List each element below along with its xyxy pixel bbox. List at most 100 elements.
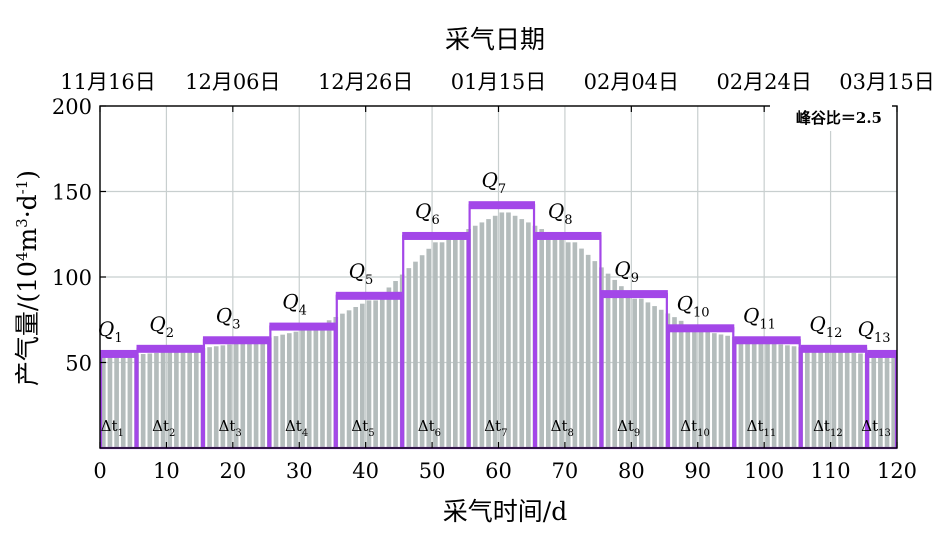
daily-bar (486, 219, 491, 448)
daily-bar (247, 342, 252, 448)
dt-text: Δt (747, 417, 764, 435)
x-tick-label: 10 (153, 459, 180, 483)
daily-bar (280, 334, 285, 448)
daily-bar (366, 300, 372, 448)
dt-label-9: Δt9 (617, 417, 640, 439)
x-tick-label: 0 (93, 459, 106, 483)
daily-bar (100, 356, 106, 448)
daily-bar (705, 331, 711, 448)
dt-label-13: Δt13 (861, 417, 891, 439)
dt-label-6: Δt6 (418, 417, 441, 439)
q-label-2: Q2 (149, 312, 174, 341)
daily-bar (785, 345, 790, 448)
dt-subscript: 4 (302, 428, 308, 439)
daily-bar (320, 323, 325, 448)
dt-subscript: 7 (501, 428, 507, 439)
q-subscript: 2 (166, 326, 174, 341)
dt-subscript: 5 (368, 428, 374, 439)
dt-text: Δt (351, 417, 368, 435)
top-date-label: 01月15日 (451, 70, 546, 94)
daily-bar (426, 248, 432, 448)
daily-bar (652, 306, 657, 448)
q-subscript: 12 (826, 326, 843, 341)
labels: Q1Δt1Q2Δt2Q3Δt3Q4Δt4Q5Δt5Q6Δt6Q7Δt7Q8Δt8… (52, 70, 935, 483)
daily-bar (559, 239, 564, 448)
q-subscript: 4 (299, 304, 307, 319)
daily-bar (891, 356, 897, 448)
y-axis-title-main: 产气量/(10 (13, 261, 42, 386)
daily-bar (585, 254, 591, 448)
y-axis-title-end: ) (13, 170, 42, 180)
y-tick-label: 200 (52, 95, 92, 119)
dt-subscript: 12 (830, 428, 843, 439)
daily-bar (745, 339, 750, 448)
daily-bar (692, 328, 697, 448)
daily-bar (805, 348, 810, 448)
daily-bar (645, 302, 651, 448)
daily-bar (413, 261, 418, 448)
daily-bar (771, 343, 777, 448)
q-subscript: 5 (365, 273, 373, 288)
x-tick-label: 80 (618, 459, 645, 483)
daily-bar (831, 351, 837, 448)
daily-bar (114, 356, 119, 448)
step-level-bar-11 (734, 336, 801, 345)
dt-text: Δt (219, 417, 236, 435)
daily-bar (612, 279, 618, 448)
q-label-4: Q4 (282, 290, 307, 319)
q-label-8: Q8 (548, 199, 573, 228)
dt-text: Δt (680, 417, 697, 435)
x-tick-label: 110 (811, 459, 851, 483)
daily-bar (154, 352, 159, 448)
daily-bar (791, 346, 797, 448)
dt-subscript: 1 (118, 428, 124, 439)
dt-label-7: Δt7 (484, 417, 507, 439)
daily-bar (227, 344, 232, 448)
q-subscript: 11 (759, 317, 776, 332)
q-letter: Q (548, 199, 564, 223)
q-label-9: Q9 (614, 257, 639, 286)
daily-bar (253, 340, 259, 448)
x-axis-title: 采气时间/d (443, 497, 567, 526)
q-letter: Q (149, 312, 165, 336)
step-level-bar-10 (667, 324, 735, 333)
daily-bar (824, 350, 830, 448)
daily-bar (453, 235, 458, 448)
top-date-label: 02月04日 (584, 70, 679, 94)
daily-bar (140, 354, 146, 448)
q-label-10: Q10 (677, 291, 710, 320)
step-level-bar-13 (867, 349, 897, 358)
daily-bar (858, 353, 863, 448)
daily-bar (718, 334, 724, 448)
y-axis-title-sup2: 3 (13, 218, 31, 228)
daily-bar (519, 219, 525, 448)
y-tick-label: 100 (52, 266, 92, 290)
daily-bar (658, 309, 664, 448)
daily-bar (751, 340, 757, 448)
y-axis-title-sup3: -1 (13, 180, 31, 195)
q-letter: Q (415, 199, 431, 223)
daily-bar (174, 351, 179, 448)
q-letter: Q (858, 317, 874, 341)
daily-bar (818, 349, 823, 448)
daily-bar (260, 339, 266, 448)
dt-subscript: 11 (764, 428, 777, 439)
daily-bar (220, 345, 226, 448)
dt-text: Δt (813, 417, 830, 435)
daily-bar (499, 212, 505, 448)
daily-bar (725, 335, 730, 448)
daily-bar (638, 298, 644, 448)
daily-bar (526, 222, 531, 448)
daily-bar (871, 354, 877, 448)
dt-subscript: 2 (169, 428, 175, 439)
q-letter: Q (349, 259, 365, 283)
annotation-box (770, 101, 892, 131)
dt-text: Δt (617, 417, 634, 435)
dt-text: Δt (484, 417, 501, 435)
dt-label-1: Δt1 (101, 417, 124, 439)
q-subscript: 7 (498, 182, 506, 197)
y-axis-title-sup1: 4 (13, 252, 31, 262)
daily-bar (492, 215, 498, 448)
daily-bar (592, 261, 598, 448)
x-tick-label: 90 (684, 459, 711, 483)
